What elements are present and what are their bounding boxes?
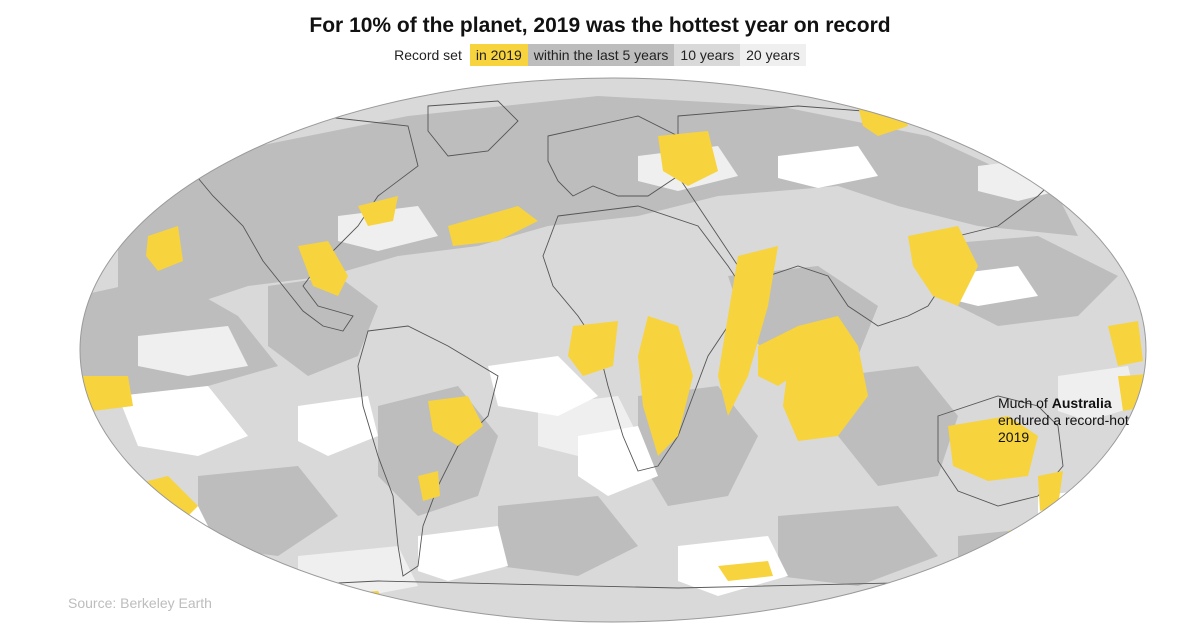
chart-title: For 10% of the planet, 2019 was the hott… bbox=[309, 14, 891, 37]
africa bbox=[542, 205, 749, 472]
south-america bbox=[357, 325, 499, 577]
world-map bbox=[78, 76, 1148, 624]
annotation-prefix: Much of bbox=[998, 395, 1052, 411]
greenland bbox=[427, 100, 519, 157]
europe bbox=[547, 115, 679, 197]
source-credit: Source: Berkeley Earth bbox=[68, 595, 212, 611]
legend-item-5-years: within the last 5 years bbox=[527, 44, 675, 66]
annotation-suffix: endured a record-hot 2019 bbox=[998, 412, 1129, 445]
north-america bbox=[187, 115, 419, 332]
legend-item-10-years: 10 years bbox=[674, 44, 741, 66]
globe-outline bbox=[79, 77, 1147, 623]
legend-item-20-years: 20 years bbox=[740, 44, 806, 66]
legend: Record set in 2019 within the last 5 yea… bbox=[0, 44, 1200, 66]
legend-lead: Record set bbox=[394, 47, 462, 63]
australia-annotation: Much of Australia endured a record-hot 2… bbox=[998, 395, 1138, 446]
legend-item-2019: in 2019 bbox=[469, 44, 528, 66]
annotation-emphasis: Australia bbox=[1051, 395, 1112, 411]
